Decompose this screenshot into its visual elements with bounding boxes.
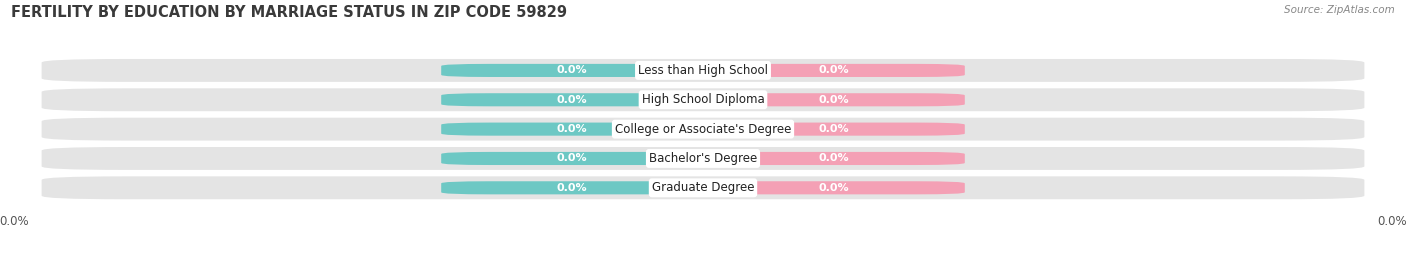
FancyBboxPatch shape [42,59,1364,82]
FancyBboxPatch shape [441,123,703,136]
Text: 0.0%: 0.0% [818,154,849,164]
FancyBboxPatch shape [703,123,965,136]
Text: 0.0%: 0.0% [818,95,849,105]
Text: Less than High School: Less than High School [638,64,768,77]
FancyBboxPatch shape [42,88,1364,111]
Legend: Married, Unmarried: Married, Unmarried [613,264,793,269]
Text: 0.0%: 0.0% [818,124,849,134]
FancyBboxPatch shape [441,152,703,165]
FancyBboxPatch shape [441,93,703,106]
Text: Bachelor's Degree: Bachelor's Degree [650,152,756,165]
Text: College or Associate's Degree: College or Associate's Degree [614,123,792,136]
Text: 0.0%: 0.0% [557,154,588,164]
FancyBboxPatch shape [703,152,965,165]
Text: 0.0%: 0.0% [818,65,849,75]
FancyBboxPatch shape [42,176,1364,199]
FancyBboxPatch shape [42,118,1364,141]
Text: Graduate Degree: Graduate Degree [652,181,754,194]
Text: 0.0%: 0.0% [557,65,588,75]
FancyBboxPatch shape [703,181,965,194]
FancyBboxPatch shape [703,64,965,77]
FancyBboxPatch shape [441,181,703,194]
FancyBboxPatch shape [42,147,1364,170]
Text: FERTILITY BY EDUCATION BY MARRIAGE STATUS IN ZIP CODE 59829: FERTILITY BY EDUCATION BY MARRIAGE STATU… [11,5,567,20]
Text: 0.0%: 0.0% [557,124,588,134]
Text: 0.0%: 0.0% [557,95,588,105]
Text: 0.0%: 0.0% [557,183,588,193]
Text: High School Diploma: High School Diploma [641,93,765,106]
Text: 0.0%: 0.0% [818,183,849,193]
FancyBboxPatch shape [441,64,703,77]
FancyBboxPatch shape [703,93,965,106]
Text: Source: ZipAtlas.com: Source: ZipAtlas.com [1284,5,1395,15]
